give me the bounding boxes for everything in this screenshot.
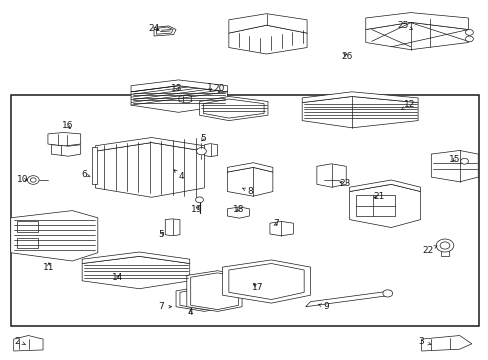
Text: 14: 14 [111,274,123,282]
Polygon shape [204,144,217,157]
Polygon shape [302,92,417,103]
Text: 18: 18 [232,205,244,214]
Polygon shape [82,252,189,264]
Polygon shape [179,95,191,103]
Circle shape [465,30,472,35]
Polygon shape [349,180,420,192]
Polygon shape [199,96,267,121]
Polygon shape [180,288,224,310]
Polygon shape [222,260,310,303]
Text: 24: 24 [148,23,160,32]
Polygon shape [154,26,176,36]
Polygon shape [316,164,346,187]
Circle shape [30,178,36,182]
Polygon shape [17,238,38,248]
Polygon shape [302,96,417,128]
Polygon shape [228,14,306,33]
Text: 22: 22 [421,246,436,255]
Polygon shape [95,143,204,197]
Circle shape [195,197,203,203]
Polygon shape [365,13,468,30]
Polygon shape [95,138,204,151]
Text: 11: 11 [43,263,55,271]
Circle shape [439,242,449,249]
Polygon shape [365,22,468,50]
Polygon shape [176,286,227,311]
Polygon shape [228,264,304,300]
Circle shape [382,290,392,297]
Text: 15: 15 [448,154,460,163]
Text: 4: 4 [187,308,193,317]
Polygon shape [131,86,227,112]
Text: 1: 1 [207,83,213,91]
Text: 13: 13 [171,84,183,93]
Polygon shape [305,291,390,307]
Text: 9: 9 [318,302,329,311]
Text: 5: 5 [200,134,205,143]
Text: 3: 3 [418,337,430,346]
Polygon shape [14,336,43,351]
Polygon shape [228,25,306,54]
Polygon shape [11,211,98,261]
Polygon shape [156,27,173,34]
Polygon shape [227,167,272,196]
Polygon shape [190,273,238,310]
Text: 23: 23 [338,179,350,188]
Polygon shape [186,271,242,311]
Circle shape [196,148,206,155]
Polygon shape [421,336,471,351]
Polygon shape [349,184,420,228]
Text: 8: 8 [242,187,253,196]
Text: 21: 21 [372,192,384,201]
Polygon shape [82,256,189,289]
Circle shape [465,36,472,42]
Text: 7: 7 [158,302,171,311]
Text: 10: 10 [17,175,28,184]
Bar [92,147,97,184]
Polygon shape [165,219,180,236]
Bar [440,247,448,256]
Polygon shape [17,221,38,232]
Text: 12: 12 [401,100,415,109]
Bar [11,95,478,326]
Text: 4: 4 [174,170,183,181]
Text: 19: 19 [190,205,202,214]
Polygon shape [269,221,293,236]
Circle shape [27,176,39,184]
Text: 26: 26 [341,52,352,61]
Polygon shape [355,195,394,216]
Circle shape [460,158,468,164]
Polygon shape [131,80,227,92]
Polygon shape [203,99,264,118]
Polygon shape [430,150,477,182]
Circle shape [435,239,453,252]
Text: 25: 25 [397,21,412,30]
Text: 16: 16 [61,121,73,130]
Text: 5: 5 [158,230,164,239]
Polygon shape [48,132,81,146]
Text: 20: 20 [213,84,224,93]
Polygon shape [51,145,81,156]
Text: 2: 2 [14,337,25,346]
Polygon shape [227,207,249,218]
Text: 6: 6 [81,170,90,179]
Text: 7: 7 [273,219,279,228]
Polygon shape [227,163,272,172]
Text: 17: 17 [252,283,264,292]
